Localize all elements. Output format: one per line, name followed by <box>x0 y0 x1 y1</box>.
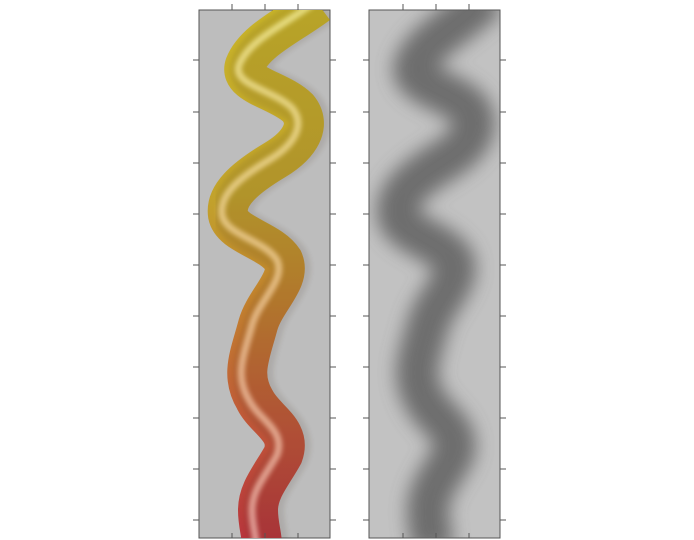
left-panel <box>193 4 336 540</box>
rendering <box>0 0 694 540</box>
right-panel <box>363 0 506 540</box>
